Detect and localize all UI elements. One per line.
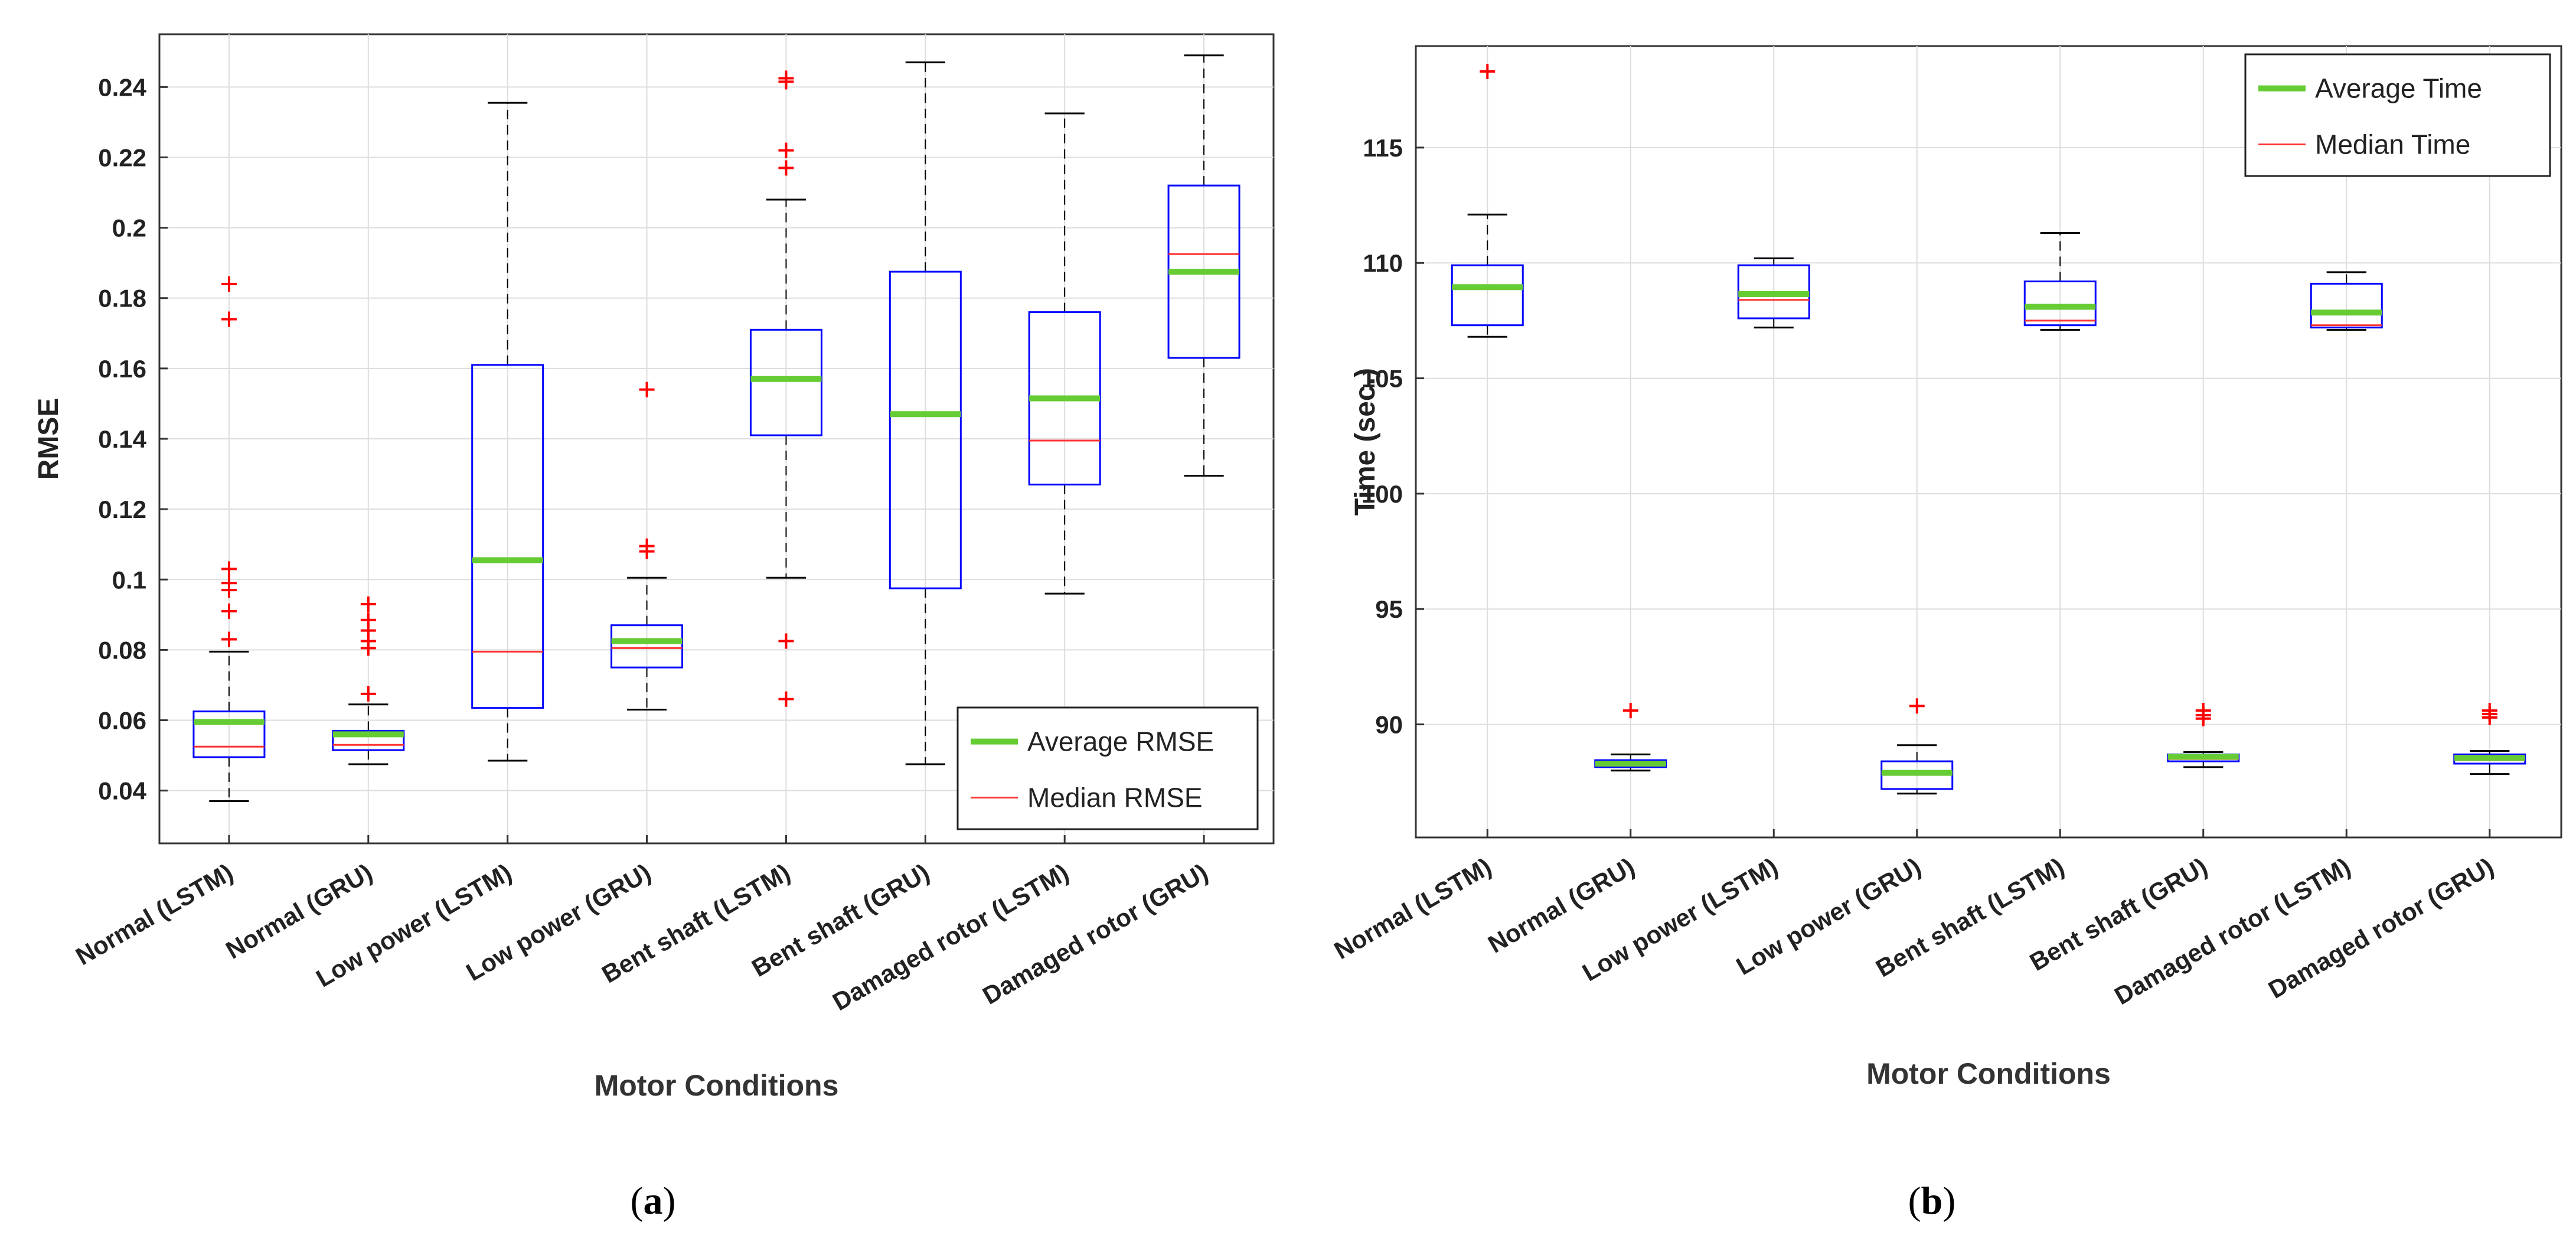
box-group bbox=[332, 596, 405, 765]
y-tick-label: 90 bbox=[1375, 711, 1403, 739]
legend-median-label: Median RMSE bbox=[1027, 782, 1203, 813]
y-tick-label: 0.2 bbox=[112, 214, 146, 242]
panel-a-legend: Average RMSE Median RMSE bbox=[956, 706, 1259, 830]
y-tick-label: 0.1 bbox=[112, 566, 146, 594]
outlier-marker bbox=[221, 561, 237, 577]
outlier-marker bbox=[221, 603, 237, 619]
y-tick-label: 0.08 bbox=[98, 636, 146, 664]
y-tick-label: 0.12 bbox=[98, 496, 146, 523]
outlier-marker bbox=[1909, 698, 1925, 714]
y-tick-label: 0.06 bbox=[98, 707, 146, 735]
y-tick-label: 0.16 bbox=[98, 355, 146, 383]
outlier-marker bbox=[639, 382, 655, 397]
outlier-marker bbox=[778, 633, 794, 649]
box-group bbox=[889, 61, 962, 765]
outlier-marker bbox=[221, 311, 237, 327]
panel-a-rmse-boxplot: 0.04 0.06 0.08 0.1 0.12 0.14 0.16 0.18 0.2 0.22 0.… bbox=[33, 33, 1275, 1223]
outlier-marker bbox=[221, 276, 237, 292]
outlier-marker bbox=[1622, 703, 1638, 719]
outlier-marker bbox=[778, 160, 794, 176]
y-tick-label: 115 bbox=[1363, 134, 1403, 162]
box-iqr bbox=[1451, 264, 1524, 327]
y-tick-label: 0.14 bbox=[98, 425, 146, 453]
box-group bbox=[192, 276, 266, 803]
outlier-marker bbox=[360, 612, 376, 628]
y-tick-label: 0.18 bbox=[98, 285, 146, 312]
y-tick-label: 105 bbox=[1362, 365, 1403, 393]
box-group bbox=[1880, 698, 1954, 795]
panel-a-boxes bbox=[192, 54, 1240, 803]
legend-median-label: Median Time bbox=[2315, 129, 2470, 159]
box-group bbox=[610, 382, 684, 711]
outlier-marker bbox=[778, 70, 794, 86]
box-group bbox=[1167, 54, 1240, 477]
box-group bbox=[2023, 232, 2097, 331]
box-group bbox=[1594, 703, 1667, 772]
legend-average-label: Average RMSE bbox=[1027, 726, 1214, 757]
box-group bbox=[471, 102, 544, 762]
y-tick-label: 0.24 bbox=[98, 73, 146, 101]
panel-b-x-axis-label: Motor Conditions bbox=[1866, 1057, 2111, 1090]
panel-b-caption-label: b bbox=[1921, 1179, 1943, 1223]
y-tick-label: 0.04 bbox=[98, 777, 146, 805]
outlier-marker bbox=[2482, 703, 2497, 719]
panel-b-caption: (b) bbox=[1908, 1179, 1956, 1223]
outlier-marker bbox=[221, 631, 237, 647]
panel-a-y-ticks: 0.04 0.06 0.08 0.1 0.12 0.14 0.16 0.18 0.2 0.22 0.… bbox=[98, 73, 168, 805]
box-iqr bbox=[889, 270, 962, 589]
box-iqr bbox=[749, 328, 822, 436]
panel-b-y-ticks: 90 95 100 105 110 115 bbox=[1362, 134, 1424, 739]
box-iqr bbox=[471, 364, 544, 709]
box-group bbox=[1737, 257, 1810, 329]
legend-box bbox=[2244, 53, 2551, 177]
outlier-marker bbox=[221, 575, 237, 591]
panel-a-x-axis-label: Motor Conditions bbox=[595, 1069, 839, 1102]
panel-b-plot-frame bbox=[1415, 45, 2562, 839]
y-tick-label: 95 bbox=[1375, 595, 1403, 623]
box-group bbox=[2310, 271, 2383, 331]
box-group bbox=[2453, 703, 2526, 775]
outlier-marker bbox=[639, 538, 655, 554]
box-group bbox=[1451, 63, 1524, 338]
panel-b-boxes bbox=[1451, 63, 2526, 795]
box-group bbox=[1028, 112, 1101, 595]
outlier-marker bbox=[360, 596, 376, 612]
box-iqr bbox=[2310, 282, 2383, 329]
y-tick-label: 0.22 bbox=[98, 144, 146, 171]
outlier-marker bbox=[778, 691, 794, 707]
outlier-marker bbox=[2195, 703, 2211, 719]
box-iqr bbox=[192, 710, 266, 758]
box-iqr bbox=[2023, 280, 2097, 327]
legend-average-label: Average Time bbox=[2315, 73, 2482, 104]
panel-a-caption: (a) bbox=[631, 1179, 676, 1223]
panel-b-y-axis-label: Time (sec.) bbox=[1350, 368, 1381, 516]
outlier-marker bbox=[1480, 63, 1496, 79]
box-iqr bbox=[332, 729, 405, 751]
box-group bbox=[749, 70, 822, 707]
panel-a-y-axis-label: RMSE bbox=[33, 398, 64, 480]
outlier-marker bbox=[778, 142, 794, 158]
legend-box bbox=[956, 706, 1259, 830]
y-tick-label: 100 bbox=[1362, 480, 1403, 508]
y-tick-label: 110 bbox=[1363, 249, 1403, 277]
box-iqr bbox=[610, 624, 684, 669]
panel-a-caption-label: a bbox=[644, 1179, 663, 1223]
outlier-marker bbox=[360, 686, 376, 702]
panel-b-legend: Average Time Median Time bbox=[2244, 53, 2551, 177]
box-group bbox=[2167, 703, 2240, 768]
